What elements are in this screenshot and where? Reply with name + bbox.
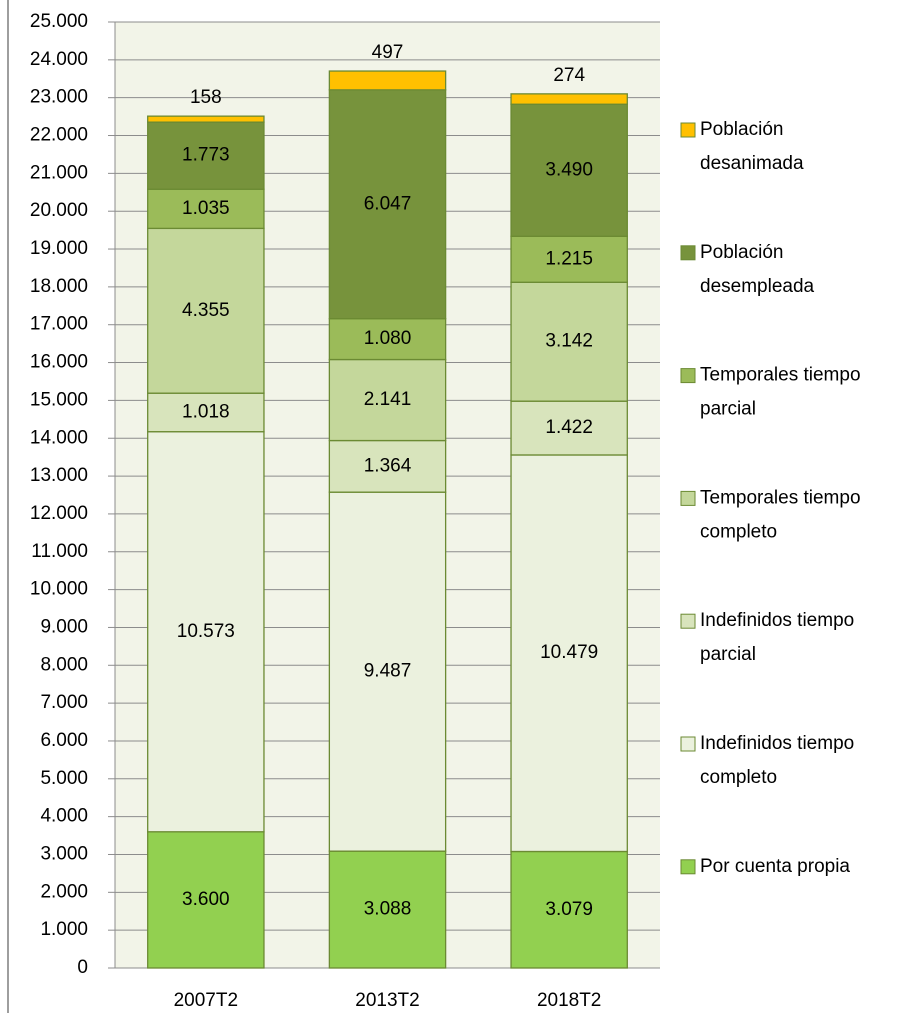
bar-segment xyxy=(328,89,447,320)
data-label: 1.215 xyxy=(545,248,593,269)
legend-label: Población desempleada xyxy=(700,242,815,297)
data-label: 1.035 xyxy=(182,198,230,219)
legend-swatch xyxy=(680,613,696,629)
legend-swatch xyxy=(680,245,696,261)
data-label: 6.047 xyxy=(364,193,412,214)
y-tick-label: 9.000 xyxy=(40,616,88,637)
y-tick-label: 12.000 xyxy=(30,503,88,524)
y-tick-label: 3.000 xyxy=(40,843,88,864)
data-label: 9.487 xyxy=(364,661,412,682)
y-tick-label: 25.000 xyxy=(30,11,88,32)
legend-swatch xyxy=(680,122,696,138)
data-label: 3.600 xyxy=(182,889,230,910)
data-label: 1.773 xyxy=(182,145,230,166)
data-label: 3.079 xyxy=(545,899,593,920)
legend-swatch xyxy=(680,490,696,506)
y-tick-label: 2.000 xyxy=(40,881,88,902)
legend-label: Indefinidos tiempo parcial xyxy=(700,610,854,665)
data-label: 497 xyxy=(372,42,404,63)
legend-label: Temporales tiempo parcial xyxy=(700,365,861,420)
x-tick-label: 2013T2 xyxy=(355,990,419,1011)
bar-segment xyxy=(328,850,447,969)
data-label: 3.088 xyxy=(364,899,412,920)
bar-segment xyxy=(147,121,265,190)
legend-label: Por cuenta propia xyxy=(700,856,850,877)
legend-swatch xyxy=(680,736,696,752)
y-tick-label: 21.000 xyxy=(30,162,88,183)
y-tick-label: 7.000 xyxy=(40,692,88,713)
data-label: 1.364 xyxy=(364,455,412,476)
data-label: 158 xyxy=(190,87,222,108)
legend-swatch xyxy=(680,368,696,384)
y-tick-label: 4.000 xyxy=(40,806,88,827)
y-tick-label: 5.000 xyxy=(40,768,88,789)
y-tick-label: 10.000 xyxy=(30,579,88,600)
data-label: 1.422 xyxy=(545,417,593,438)
bar-segment xyxy=(328,318,447,361)
data-label: 1.080 xyxy=(364,328,412,349)
legend-label: Población desanimada xyxy=(700,119,804,174)
bar-segment xyxy=(328,358,447,442)
legend-swatch xyxy=(680,859,696,875)
x-tick-label: 2007T2 xyxy=(174,990,238,1011)
bar-segment xyxy=(328,439,447,493)
y-tick-label: 8.000 xyxy=(40,654,88,675)
bar-segment xyxy=(147,431,265,833)
data-label: 2.141 xyxy=(364,389,412,410)
bar-segment xyxy=(147,188,265,230)
bar-segment xyxy=(147,831,265,969)
y-tick-label: 0 xyxy=(77,957,88,978)
data-label: 10.573 xyxy=(177,621,235,642)
y-tick-label: 17.000 xyxy=(30,314,88,335)
y-tick-label: 23.000 xyxy=(30,87,88,108)
y-tick-label: 15.000 xyxy=(30,389,88,410)
bar-segment xyxy=(510,235,628,283)
y-tick-label: 14.000 xyxy=(30,427,88,448)
bar-segment xyxy=(510,454,628,853)
data-label: 10.479 xyxy=(540,642,598,663)
y-tick-label: 11.000 xyxy=(31,541,88,562)
y-tick-label: 1.000 xyxy=(40,919,88,940)
data-label: 3.142 xyxy=(545,331,593,352)
data-label: 4.355 xyxy=(182,300,230,321)
bar-segment xyxy=(328,70,447,91)
bar-segment xyxy=(147,227,265,394)
y-tick-label: 13.000 xyxy=(30,465,88,486)
x-tick-label: 2018T2 xyxy=(537,990,601,1011)
bar-segment xyxy=(147,115,265,123)
bar-segment xyxy=(328,491,447,852)
y-tick-label: 24.000 xyxy=(30,49,88,70)
legend-label: Temporales tiempo completo xyxy=(700,487,861,542)
legend-label: Indefinidos tiempo completo xyxy=(700,733,854,788)
data-label: 274 xyxy=(553,65,585,86)
y-tick-label: 6.000 xyxy=(40,730,88,751)
y-tick-label: 18.000 xyxy=(30,276,88,297)
data-label: 3.490 xyxy=(545,159,593,180)
bar-segment xyxy=(147,392,265,433)
bar-segment xyxy=(510,850,628,969)
y-tick-label: 19.000 xyxy=(30,238,88,259)
bar-segment xyxy=(510,103,628,237)
bar-segment xyxy=(510,93,628,105)
data-label: 1.018 xyxy=(182,401,230,422)
y-tick-label: 22.000 xyxy=(30,125,88,146)
bar-segment xyxy=(510,281,628,402)
y-tick-label: 20.000 xyxy=(30,200,88,221)
bar-segment xyxy=(510,400,628,456)
y-tick-label: 16.000 xyxy=(30,352,88,373)
